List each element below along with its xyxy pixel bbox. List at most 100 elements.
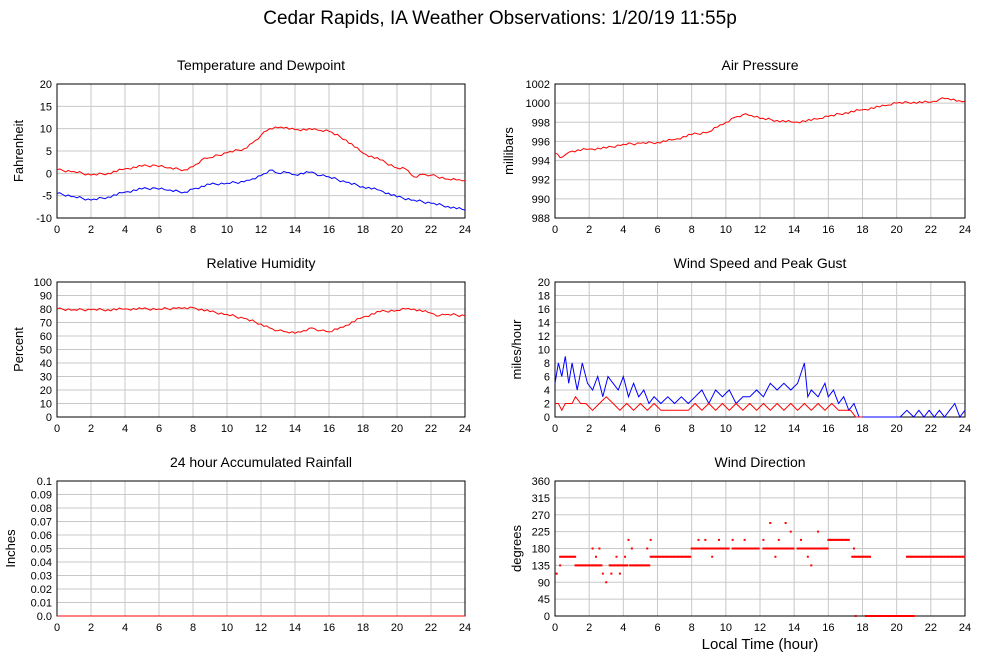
data-point — [854, 615, 857, 617]
data-point — [610, 572, 613, 575]
data-point — [563, 555, 566, 558]
data-point — [605, 581, 608, 584]
y-tick-label: 360 — [532, 476, 550, 488]
y-tick-label: 0 — [544, 611, 550, 623]
y-tick-label: 90 — [538, 577, 550, 589]
data-point — [814, 547, 817, 550]
x-tick-label: 12 — [754, 423, 766, 435]
x-tick-label: 18 — [357, 622, 369, 634]
data-point — [575, 564, 578, 567]
data-point — [780, 547, 783, 550]
data-point — [737, 547, 740, 550]
data-point — [738, 547, 741, 550]
data-point — [555, 572, 558, 575]
x-tick-label: 8 — [689, 622, 695, 634]
data-point — [882, 615, 885, 617]
data-point — [771, 547, 774, 550]
y-tick-label: 990 — [532, 194, 550, 206]
data-point — [561, 555, 564, 558]
data-point — [627, 538, 630, 541]
x-tick-label: 14 — [788, 423, 800, 435]
data-point — [698, 547, 701, 550]
data-point — [596, 564, 599, 567]
data-point — [765, 547, 768, 550]
data-point — [911, 615, 914, 617]
data-point — [908, 555, 911, 558]
data-point — [803, 547, 806, 550]
data-point — [959, 555, 962, 558]
data-point — [683, 555, 686, 558]
data-point — [911, 555, 914, 558]
data-point — [804, 547, 807, 550]
data-point — [559, 564, 562, 567]
data-point — [645, 564, 648, 567]
data-point — [622, 564, 625, 567]
data-point — [941, 555, 944, 558]
data-point — [934, 555, 937, 558]
data-point — [564, 555, 567, 558]
data-point — [866, 615, 869, 617]
data-point — [597, 564, 600, 567]
data-point — [953, 555, 956, 558]
data-point — [722, 547, 725, 550]
data-point — [866, 555, 869, 558]
x-tick-label: 6 — [654, 423, 660, 435]
data-point — [735, 547, 738, 550]
data-point — [800, 538, 802, 541]
data-point — [930, 555, 933, 558]
data-point — [806, 547, 809, 550]
data-point — [777, 538, 780, 541]
data-point — [787, 547, 790, 550]
data-point — [712, 547, 715, 550]
data-point — [823, 547, 826, 550]
x-tick-label: 0 — [54, 423, 60, 435]
data-point — [570, 555, 573, 558]
data-point — [618, 572, 621, 575]
x-tick-label: 22 — [925, 423, 937, 435]
data-point — [601, 572, 604, 575]
data-point — [667, 555, 670, 558]
x-tick-label: 16 — [323, 423, 335, 435]
data-point — [852, 555, 855, 558]
data-point — [899, 615, 902, 617]
y-tick-label: 0 — [46, 168, 52, 180]
data-point — [631, 564, 634, 567]
data-point — [726, 547, 729, 550]
x-tick-label: 22 — [925, 622, 937, 634]
data-point — [890, 615, 893, 617]
y-tick-label: 0.01 — [31, 598, 52, 610]
x-tick-label: 2 — [586, 423, 592, 435]
data-point — [806, 555, 809, 558]
data-point — [817, 530, 820, 533]
data-point — [910, 615, 913, 617]
data-point — [799, 547, 802, 550]
y-tick-label: 0.02 — [31, 584, 52, 596]
x-tick-label: 2 — [88, 224, 94, 236]
x-tick-label: 8 — [190, 622, 196, 634]
data-point — [709, 547, 712, 550]
x-tick-label: 18 — [856, 622, 868, 634]
x-tick-label: 0 — [552, 622, 558, 634]
x-tick-label: 16 — [822, 224, 834, 236]
data-point — [660, 555, 663, 558]
x-tick-label: 14 — [289, 224, 301, 236]
x-tick-label: 10 — [720, 622, 732, 634]
data-point — [870, 615, 873, 617]
data-point — [704, 547, 707, 550]
y-axis-label: millibars — [501, 127, 516, 175]
y-tick-label: 0.03 — [31, 571, 52, 583]
data-point — [630, 547, 633, 550]
data-point — [900, 615, 903, 617]
data-point — [894, 615, 897, 617]
data-point — [655, 555, 658, 558]
data-point — [752, 547, 755, 550]
data-point — [620, 564, 623, 567]
data-point — [633, 564, 636, 567]
y-tick-label: -10 — [36, 213, 52, 225]
data-point — [842, 538, 845, 541]
data-point — [572, 555, 575, 558]
x-tick-label: 8 — [190, 423, 196, 435]
data-point — [826, 547, 829, 550]
y-tick-label: 8 — [544, 358, 550, 370]
